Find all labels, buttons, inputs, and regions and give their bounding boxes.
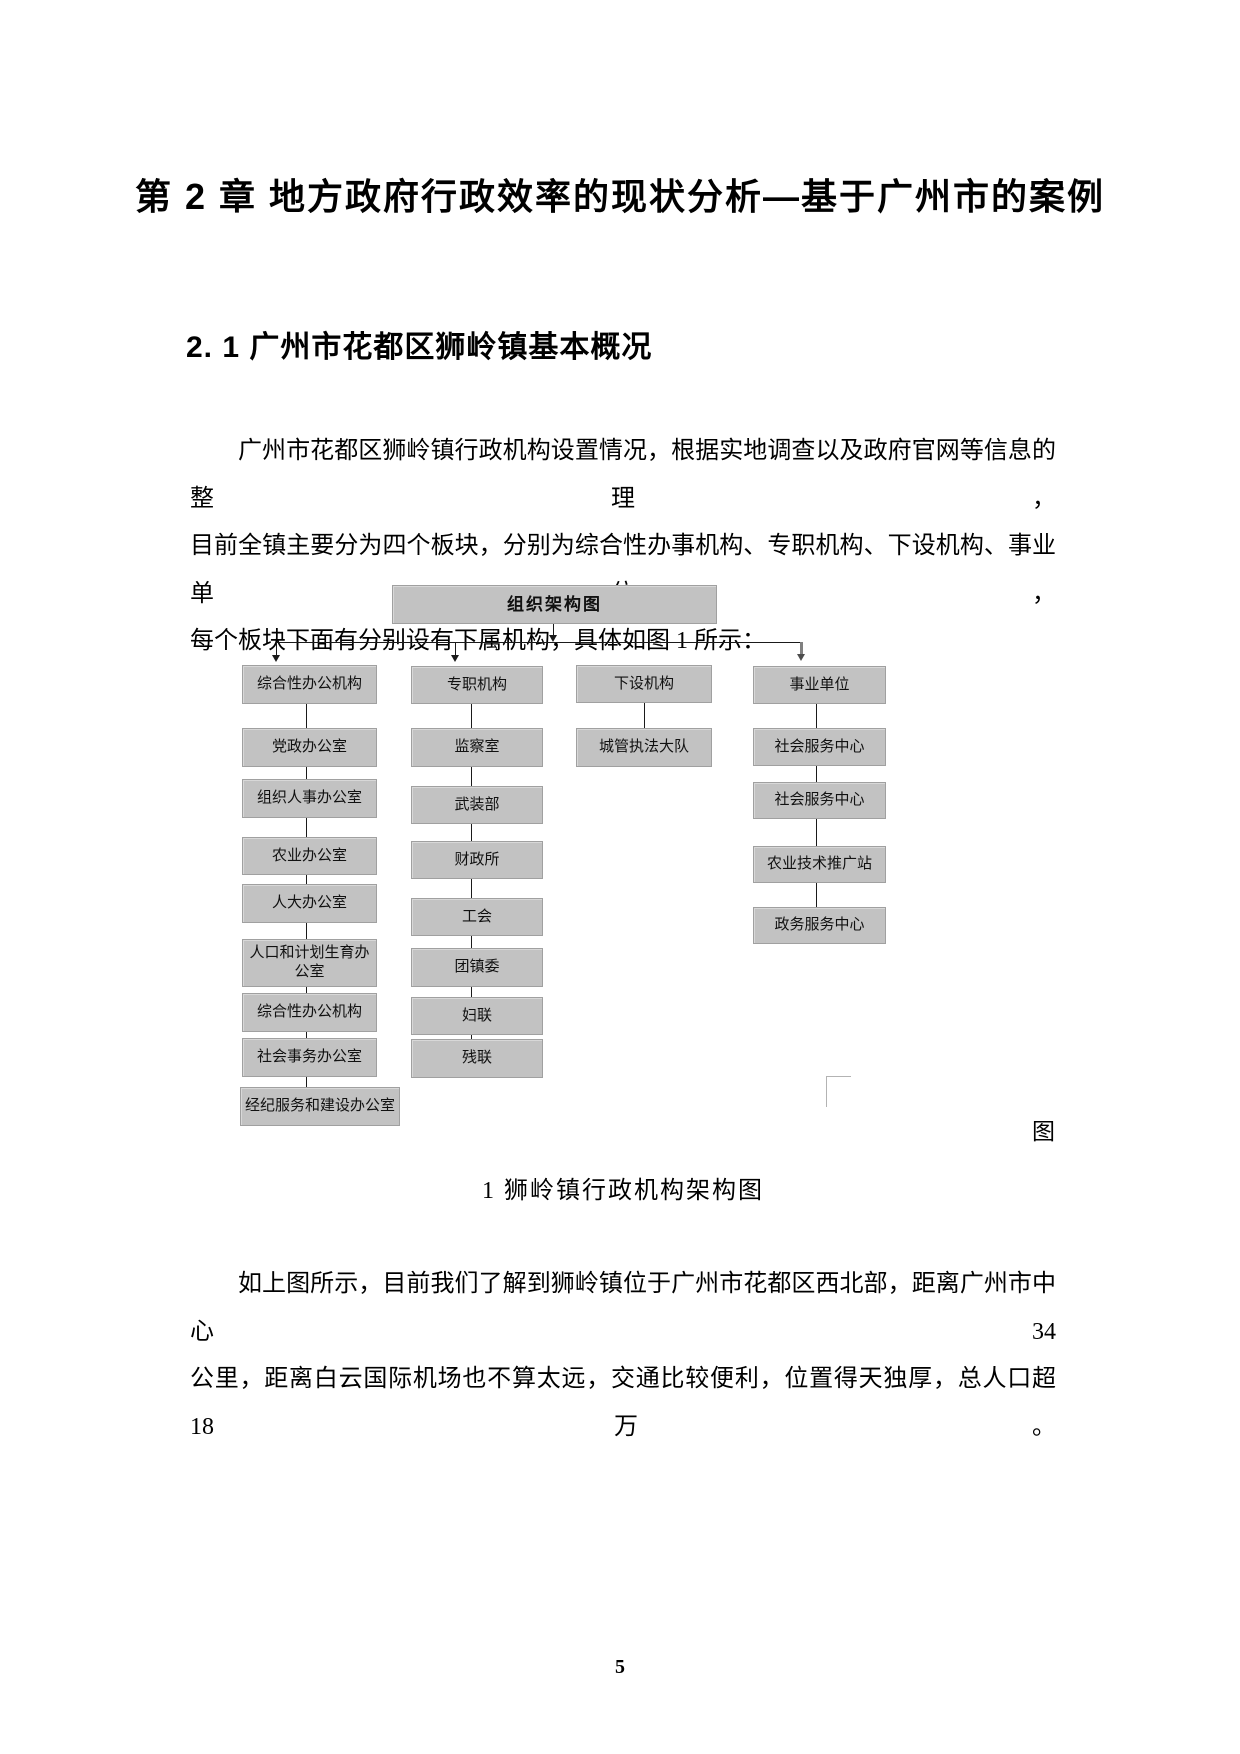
connector-line (306, 875, 307, 884)
org-box: 人口和计划生育办公室 (242, 939, 377, 987)
connector-line (471, 824, 472, 841)
chapter-title: 第 2 章 地方政府行政效率的现状分析—基于广州市的案例 (134, 176, 1106, 217)
paragraph-line: 如上图所示，目前我们了解到狮岭镇位于广州市花都区西北部，距离广州市中心 34 (190, 1271, 1056, 1345)
connector-line (644, 703, 645, 728)
connector-line (471, 879, 472, 898)
figure-label-overflow: 图 (1032, 1119, 1055, 1144)
org-box: 农业技术推广站 (753, 846, 886, 883)
org-box: 财政所 (411, 841, 543, 879)
org-box-header: 事业单位 (753, 666, 886, 704)
org-box: 社会服务中心 (753, 728, 886, 766)
page-number: 5 (615, 1656, 625, 1678)
connector-line (553, 624, 554, 636)
connector-line (306, 1032, 307, 1038)
connector-line (816, 883, 817, 907)
connector-line (306, 1077, 307, 1087)
paragraph-line: 每个板块下面有分别设有下属机构，具体如图 1 所示： (190, 628, 766, 655)
org-box: 妇联 (411, 997, 543, 1035)
connector-line (471, 987, 472, 997)
connector-line (816, 819, 817, 846)
org-box: 监察室 (411, 728, 543, 767)
org-box: 团镇委 (411, 948, 543, 987)
org-box-header: 下设机构 (576, 665, 712, 703)
connector-line (306, 818, 307, 837)
org-box: 党政办公室 (242, 728, 377, 767)
connector-line (276, 642, 277, 656)
connector-line (455, 642, 456, 656)
arrow-down-icon (797, 654, 805, 661)
org-box: 经纪服务和建设办公室 (240, 1087, 400, 1126)
connector-line (471, 936, 472, 948)
paragraph-line: 广州市花都区狮岭镇行政机构设置情况，根据实地调查以及政府官网等信息的整理， (190, 438, 1056, 512)
arrow-down-icon (549, 635, 557, 642)
org-box: 社会服务中心 (753, 782, 886, 819)
org-box: 武装部 (411, 786, 543, 824)
connector-line (471, 767, 472, 786)
arrow-down-icon (272, 655, 280, 662)
connector-line (471, 1035, 472, 1039)
connector-line (800, 642, 803, 655)
connector-line (816, 766, 817, 782)
empty-frame-corner (826, 1076, 851, 1107)
org-box: 工会 (411, 898, 543, 936)
connector-line (306, 923, 307, 939)
org-box-header: 综合性办公机构 (242, 665, 377, 704)
org-box: 城管执法大队 (576, 728, 712, 767)
org-box: 社会事务办公室 (242, 1038, 377, 1077)
org-box: 人大办公室 (242, 884, 377, 923)
paragraph-intro: 广州市花都区狮岭镇行政机构设置情况，根据实地调查以及政府官网等信息的整理， 目前… (190, 428, 1056, 666)
arrow-down-icon (451, 655, 459, 662)
connector-line (276, 642, 803, 643)
paragraph-summary: 如上图所示，目前我们了解到狮岭镇位于广州市花都区西北部，距离广州市中心 34 公… (190, 1261, 1056, 1451)
org-box: 组织人事办公室 (242, 779, 377, 818)
paragraph-line: 公里，距离白云国际机场也不算太远，交通比较便利，位置得天独厚，总人口超 18 万… (190, 1366, 1056, 1440)
org-box: 综合性办公机构 (242, 993, 377, 1032)
org-box-header: 专职机构 (411, 666, 543, 704)
connector-line (306, 767, 307, 779)
connector-line (306, 987, 307, 993)
connector-line (306, 704, 307, 728)
figure-caption: 1 狮岭镇行政机构架构图 (482, 1178, 764, 1204)
org-box: 农业办公室 (242, 837, 377, 875)
org-chart-root-box: 组织架构图 (392, 585, 717, 624)
section-heading: 2. 1 广州市花都区狮岭镇基本概况 (186, 331, 653, 364)
connector-line (816, 704, 817, 728)
org-box: 残联 (411, 1039, 543, 1078)
connector-line (471, 704, 472, 728)
org-box: 政务服务中心 (753, 907, 886, 944)
